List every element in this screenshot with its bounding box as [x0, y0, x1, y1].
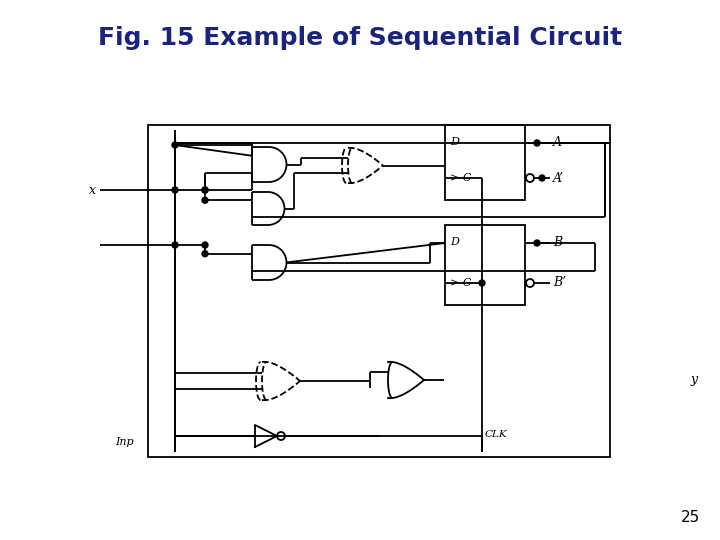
- Bar: [148, 125, 610, 457]
- Bar: [445, 225, 525, 305]
- Circle shape: [534, 140, 540, 146]
- Circle shape: [172, 242, 178, 248]
- Circle shape: [202, 197, 208, 203]
- Circle shape: [172, 142, 178, 148]
- Text: A: A: [553, 137, 562, 150]
- Circle shape: [202, 187, 208, 193]
- Text: y: y: [690, 374, 697, 387]
- Bar: [445, 125, 525, 200]
- Text: Fig. 15 Example of Sequential Circuit: Fig. 15 Example of Sequential Circuit: [98, 26, 622, 50]
- Text: D: D: [450, 137, 459, 147]
- Text: CLK: CLK: [485, 430, 508, 439]
- Circle shape: [172, 187, 178, 193]
- Text: B: B: [553, 237, 562, 249]
- Text: B’: B’: [553, 276, 566, 289]
- Circle shape: [534, 240, 540, 246]
- Circle shape: [202, 187, 208, 193]
- Text: D: D: [450, 237, 459, 247]
- Text: A’: A’: [553, 172, 564, 185]
- Circle shape: [202, 242, 208, 248]
- Circle shape: [202, 251, 208, 256]
- Text: 25: 25: [680, 510, 700, 525]
- Text: Inp: Inp: [115, 437, 134, 447]
- Text: > C: > C: [450, 278, 472, 288]
- Circle shape: [539, 175, 545, 181]
- Circle shape: [479, 280, 485, 286]
- Text: > C: > C: [450, 173, 472, 183]
- Text: x: x: [89, 184, 96, 197]
